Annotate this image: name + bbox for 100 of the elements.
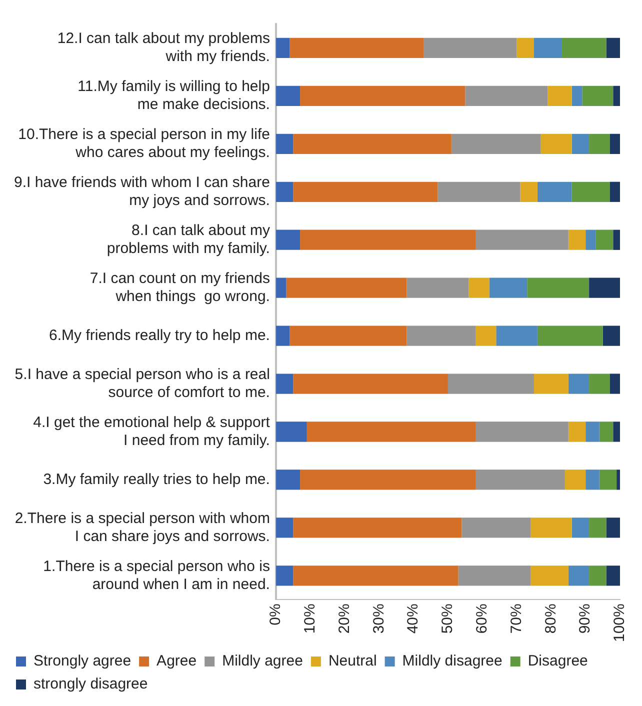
bar: [406, 278, 469, 298]
legend-label: Neutral: [328, 652, 377, 670]
bar: [589, 518, 606, 538]
bar: [496, 326, 538, 346]
bar: [406, 326, 476, 346]
legend-label: Strongly agree: [34, 652, 132, 670]
bar: [276, 566, 294, 586]
bar: [602, 326, 620, 346]
bar: [596, 230, 614, 250]
legend-label: Agree: [156, 652, 197, 670]
x-tick-label: 20%: [336, 604, 353, 634]
bar: [613, 86, 620, 106]
bar: [300, 86, 466, 106]
bar: [562, 38, 606, 58]
bar: [458, 566, 531, 586]
bar: [489, 278, 528, 298]
bar: [465, 86, 548, 106]
x-tick-label: 100%: [611, 604, 628, 642]
bar: [572, 518, 590, 538]
bar: [300, 470, 476, 490]
y-tick-label: 8.I can talk about my problems with my family.: [106, 222, 270, 258]
bar: [276, 134, 294, 154]
bar: [589, 566, 606, 586]
x-tick-label: 10%: [302, 604, 319, 634]
bar: [306, 422, 476, 442]
bar: [290, 38, 424, 58]
bar: [589, 278, 620, 298]
bar: [586, 470, 600, 490]
bar: [530, 566, 568, 586]
bar: [537, 182, 572, 202]
bar: [548, 86, 572, 106]
bar: [613, 230, 620, 250]
bar: [568, 422, 586, 442]
bar: [451, 134, 541, 154]
bar: [276, 518, 294, 538]
bar: [300, 230, 476, 250]
bar: [572, 182, 610, 202]
y-tick-label: 10.There is a special person in my life who cares about my feelings.: [18, 126, 270, 162]
x-tick-label: 90%: [576, 604, 594, 634]
bar: [476, 422, 568, 442]
bar: [293, 134, 452, 154]
bar: [290, 326, 407, 346]
bar: [534, 38, 562, 58]
x-tick-label: 50%: [439, 604, 456, 634]
bar: [568, 374, 590, 394]
bar: [530, 518, 572, 538]
y-tick-label: 5.I have a special person who is a real source of comfort to me.: [14, 366, 270, 401]
bar: [586, 230, 596, 250]
legend-label: Disagree: [528, 652, 588, 670]
bar: [589, 374, 610, 394]
bar: [599, 422, 614, 442]
y-tick-label: 6.My friends really try to help me.: [49, 326, 270, 344]
bar: [610, 182, 620, 202]
legend-label: strongly disagree: [34, 676, 148, 693]
bar: [599, 470, 617, 490]
bar: [276, 422, 307, 442]
bar: [610, 374, 620, 394]
legend-label: Mildly disagree: [402, 652, 502, 670]
bar: [276, 38, 290, 58]
bar: [564, 470, 586, 490]
bar: [276, 86, 300, 106]
x-tick-label: 80%: [542, 604, 560, 634]
bar: [476, 326, 496, 346]
bar: [293, 374, 448, 394]
bar: [476, 230, 568, 250]
bar: [462, 518, 531, 538]
bar: [476, 470, 565, 490]
bar: [613, 422, 620, 442]
y-tick-label: 4.I get the emotional help & support I need from my family.: [33, 414, 271, 449]
y-tick-label: 9.I have friends with whom I can share my joys and sorrows.: [14, 174, 270, 210]
bar: [520, 182, 538, 202]
bar: [424, 38, 517, 58]
bar: [448, 374, 534, 394]
bar: [606, 518, 620, 538]
bar: [568, 230, 586, 250]
y-tick-label: 2.There is a special person with whom I can share joys and sorrows.: [14, 510, 270, 545]
bar: [276, 470, 300, 490]
bar: [616, 470, 620, 490]
bar: [586, 422, 600, 442]
bar: [276, 278, 286, 298]
bar: [534, 374, 568, 394]
y-tick-label: 1.There is a special person who is around when I am in need.: [43, 558, 270, 593]
bar: [540, 134, 572, 154]
bar: [468, 278, 490, 298]
y-tick-label: 7.I can count on my friends when things go wrong.: [90, 270, 270, 305]
y-tick-label: 11.My family is willing to help me make decisions.: [78, 78, 270, 114]
bar: [286, 278, 407, 298]
y-tick-label: 12.I can talk about my problems with my friends.: [57, 30, 270, 66]
bar: [527, 278, 590, 298]
bar: [438, 182, 520, 202]
y-tick-label: 3.My family really tries to help me.: [43, 470, 270, 488]
bar: [276, 182, 294, 202]
bar: [537, 326, 603, 346]
bar: [606, 566, 620, 586]
x-tick-label: 70%: [508, 604, 525, 634]
bar: [568, 566, 590, 586]
bar: [293, 182, 438, 202]
x-tick-label: 40%: [404, 604, 422, 634]
bar: [582, 86, 614, 106]
bar: [276, 326, 290, 346]
